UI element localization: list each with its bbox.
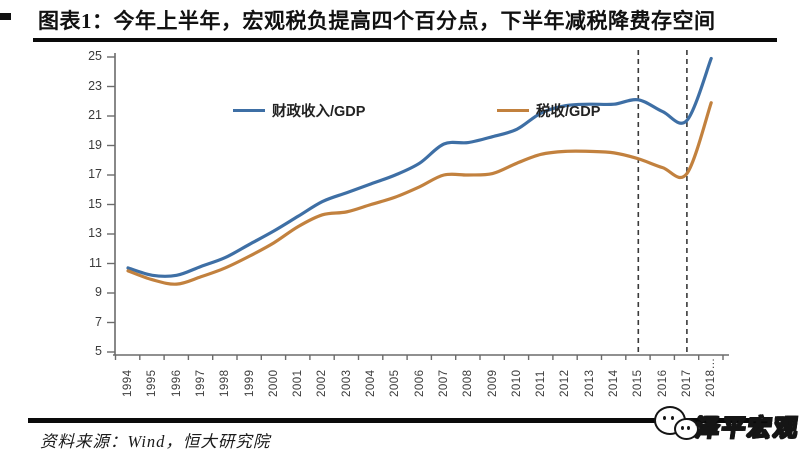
y-tick-label: 23 xyxy=(88,78,102,93)
x-tick-label: 2014 xyxy=(608,369,620,397)
x-tick-label: 1995 xyxy=(146,369,159,397)
x-tick-label: 2006 xyxy=(413,369,426,397)
legend-item-fiscal: 财政收入/GDP xyxy=(233,102,366,120)
x-tick-label: 2008 xyxy=(462,369,475,397)
x-tick-label: 2012 xyxy=(559,369,572,397)
x-tick-label: 2005 xyxy=(389,369,402,397)
bottom-rule xyxy=(28,418,772,423)
x-tick-label: 2007 xyxy=(437,369,450,397)
x-tick-label: 2009 xyxy=(486,369,499,397)
x-tick-label: 2003 xyxy=(340,369,353,397)
y-tick-label: 25 xyxy=(88,49,102,63)
legend-line-tax-revenue xyxy=(497,108,529,112)
corner-mark xyxy=(0,13,11,20)
y-tick-label: 13 xyxy=(88,226,102,240)
y-tick-label: 7 xyxy=(95,314,102,329)
x-tick-label: 2004 xyxy=(365,369,377,397)
brand-logo: 泽平宏观 xyxy=(648,400,800,458)
legend-item-tax: 税收/GDP xyxy=(497,102,601,120)
x-tick-label: 1994 xyxy=(122,369,134,397)
x-tick-label: 2018… xyxy=(705,357,718,397)
chart-canvas xyxy=(107,50,729,360)
source-note: 资料来源：Wind，恒大研究院 xyxy=(40,432,271,451)
legend-label-fiscal-revenue: 财政收入/GDP xyxy=(272,103,366,120)
y-tick-label: 5 xyxy=(95,344,102,358)
y-tick-label: 17 xyxy=(88,167,102,181)
y-tick-label: 21 xyxy=(88,108,102,122)
title-rule xyxy=(33,38,777,42)
legend-label-tax-revenue: 税收/GDP xyxy=(536,103,601,120)
x-tick-label: 2011 xyxy=(535,370,548,397)
y-tick-label: 19 xyxy=(88,137,102,152)
x-tick-label: 2017 xyxy=(680,369,693,397)
x-tick-label: 2002 xyxy=(316,369,329,397)
x-tick-label: 2001 xyxy=(292,369,305,397)
x-tick-label: 2000 xyxy=(267,369,280,397)
x-tick-label: 2013 xyxy=(583,369,596,397)
chart-title: 图表1：今年上半年，宏观税负提高四个百分点，下半年减税降费存空间 xyxy=(38,9,716,33)
series-line-1 xyxy=(126,101,713,286)
brand-logo-text: 泽平宏观 xyxy=(693,414,800,443)
x-tick-label: 1999 xyxy=(243,369,256,397)
y-tick-label: 15 xyxy=(88,196,102,211)
legend-line-fiscal-revenue xyxy=(233,108,265,112)
wechat-bubble-small-icon xyxy=(674,418,699,440)
chart-area: 财政收入/GDP 税收/GDP 25 23 21 19 17 15 13 11 9 7 5 1994… xyxy=(0,42,800,420)
y-tick-label: 9 xyxy=(95,285,102,299)
x-tick-label: 2010 xyxy=(510,369,523,397)
x-tick-label: 2015 xyxy=(632,369,645,397)
series-line-0 xyxy=(126,56,713,278)
x-tick-label: 2016 xyxy=(656,369,669,397)
x-tick-label: 1996 xyxy=(170,369,183,397)
x-tick-label: 1998 xyxy=(219,369,232,397)
x-tick-label: 1997 xyxy=(194,369,207,397)
y-tick-label: 11 xyxy=(89,255,102,270)
